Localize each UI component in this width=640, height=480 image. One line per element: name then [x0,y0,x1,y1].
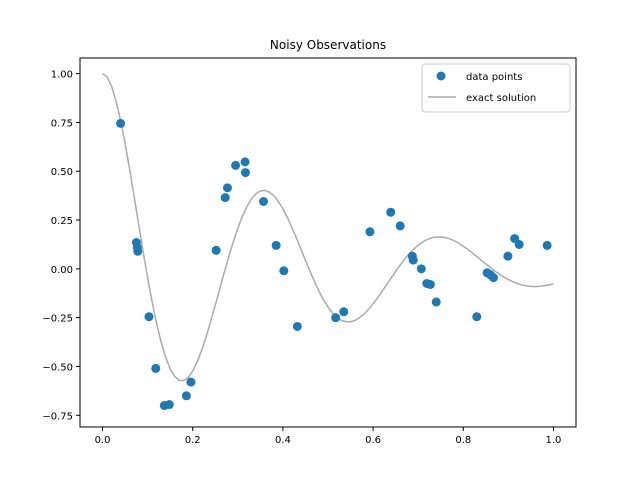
x-tick-label: 0.8 [455,435,471,446]
data-point [514,239,524,249]
legend-label-data-points: data points [466,72,522,83]
data-point [181,391,191,401]
x-tick-label: 1.0 [546,435,562,446]
data-point [339,307,349,317]
data-point [144,312,154,322]
legend: data points exact solution [421,63,571,113]
series-exact-solution-line [102,73,554,382]
x-tick-label: 0.4 [275,435,291,446]
legend-box [421,63,571,113]
data-point [542,240,552,250]
data-point [220,193,230,203]
data-point [222,183,232,193]
data-point [472,312,482,322]
data-point [365,227,375,237]
axes-frame [79,57,577,428]
x-tick-label: 0.6 [365,435,381,446]
data-point [151,363,161,373]
data-point [408,255,418,265]
data-point [386,207,396,217]
data-point [271,240,281,250]
y-tick-label: 1.00 [51,70,73,81]
data-point [488,273,498,283]
data-point [116,118,126,128]
legend-label-exact-solution: exact solution [466,93,536,104]
x-tick-label: 0.0 [95,435,111,446]
data-point [133,246,143,256]
data-point [292,321,302,331]
y-tick-label: 0.50 [51,167,73,178]
axes: 0.0 0.2 0.4 0.6 0.8 1.0 −0.75 −0.50 −0.25 0.00 0.2… [42,70,561,446]
data-point [240,168,250,178]
data-point [164,400,174,410]
y-tick-label: 0.75 [51,118,73,129]
plot-area [102,73,554,411]
y-tick-label: 0.00 [51,265,73,276]
x-tick-label: 0.2 [185,435,201,446]
y-tick-label: −0.25 [42,314,73,325]
data-point [259,197,269,206]
data-point [425,279,435,289]
data-point [211,245,221,255]
data-point [431,297,441,307]
y-tick-label: −0.50 [42,362,73,373]
data-point [186,377,196,387]
data-point [279,266,289,276]
legend-marker-data-points [436,71,446,81]
y-tick-label: −0.75 [42,411,73,422]
data-point [231,160,241,170]
data-point [331,313,341,323]
y-tick-label: 0.25 [51,216,73,227]
data-point [395,221,405,231]
data-point [503,251,513,261]
data-point [416,264,426,274]
chart-title: Noisy Observations [270,38,386,52]
data-point [240,157,250,167]
